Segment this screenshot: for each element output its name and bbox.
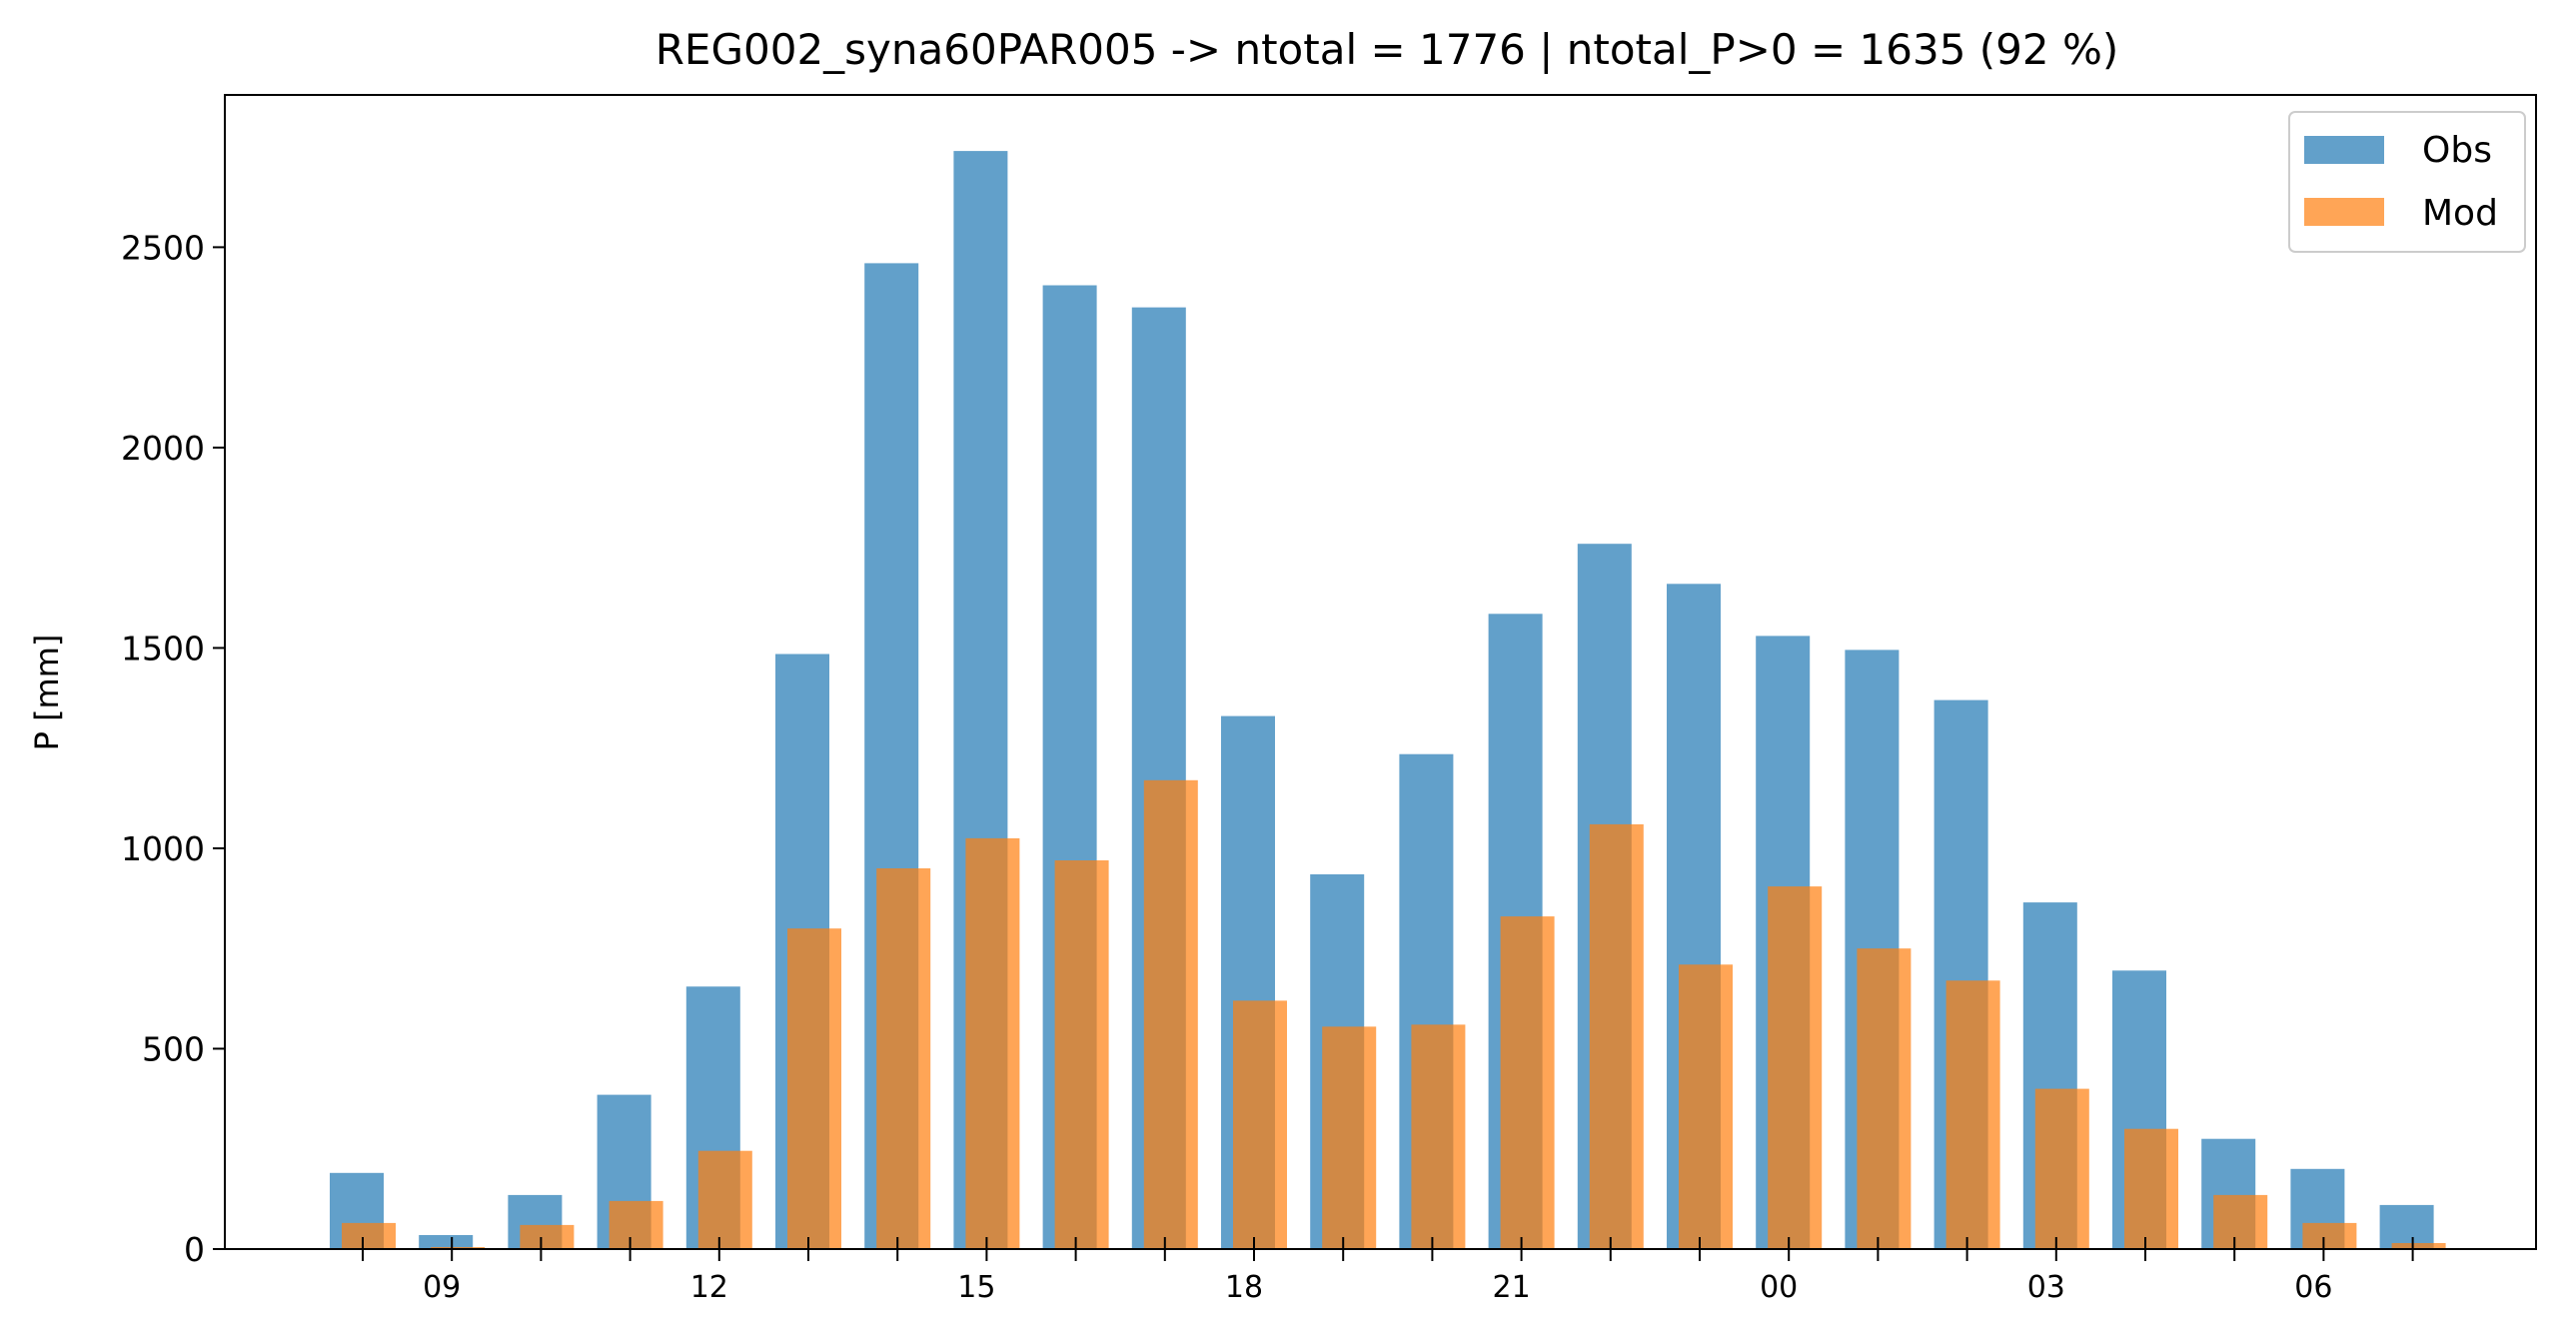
mod-bar-20 (1411, 1024, 1466, 1249)
mod-bar-11 (609, 1200, 663, 1249)
mod-bar-06 (2302, 1222, 2357, 1249)
mod-bar-00 (1768, 886, 1823, 1249)
y-axis-label: P [mm] (28, 635, 66, 751)
legend-swatch-obs (2304, 136, 2384, 164)
mod-bar-16 (1054, 860, 1109, 1249)
legend-label-obs: Obs (2422, 130, 2492, 171)
x-tick-label-12: 12 (690, 1270, 728, 1305)
x-tick-label-18: 18 (1225, 1270, 1263, 1305)
x-axis: 09 12 15 18 21 00 03 06 (362, 1237, 2414, 1305)
legend-swatch-mod (2304, 198, 2384, 226)
mod-bar-10 (520, 1224, 575, 1249)
mod-bar-22 (1589, 823, 1644, 1249)
y-tick-label-2500: 2500 (121, 228, 205, 267)
mod-bar-04 (2124, 1128, 2178, 1249)
mod-bar-02 (1945, 980, 2000, 1249)
mod-bar-12 (697, 1150, 752, 1249)
y-tick-label-0: 0 (184, 1230, 205, 1269)
mod-bar-13 (787, 928, 841, 1249)
obs-bar-07 (2379, 1204, 2434, 1249)
x-tick-label-09: 09 (423, 1270, 461, 1305)
mod-bar-05 (2213, 1194, 2268, 1249)
legend-label-mod: Mod (2422, 193, 2498, 234)
x-tick-label-06: 06 (2294, 1270, 2332, 1305)
y-tick-label-1500: 1500 (121, 629, 205, 668)
y-axis: 0 500 1000 1500 2000 2500 (121, 228, 225, 1269)
mod-bar-08 (342, 1222, 396, 1249)
mod-bar-14 (876, 868, 931, 1249)
mod-bar-15 (965, 837, 1020, 1249)
mod-bar-21 (1500, 916, 1555, 1249)
x-tick-label-21: 21 (1493, 1270, 1531, 1305)
chart-title: REG002_syna60PAR005 -> ntotal = 1776 | n… (655, 25, 2119, 74)
mod-bar-01 (1857, 948, 1912, 1249)
mod-bar-07 (2391, 1243, 2446, 1249)
y-tick-label-1000: 1000 (121, 829, 205, 868)
x-tick-label-03: 03 (2027, 1270, 2065, 1305)
mod-bar-03 (2034, 1088, 2089, 1249)
obs-bar-09 (419, 1235, 474, 1249)
x-tick-label-15: 15 (957, 1270, 995, 1305)
mod-bar-19 (1322, 1026, 1377, 1249)
mod-bar-23 (1679, 964, 1733, 1249)
legend: Obs Mod (2288, 111, 2526, 253)
y-tick-label-2000: 2000 (121, 429, 205, 468)
obs-series-bars (330, 151, 2434, 1250)
x-tick-label-00: 00 (1760, 1270, 1798, 1305)
plot-frame (224, 94, 2537, 1250)
mod-bar-17 (1143, 779, 1198, 1249)
mod-bar-18 (1233, 1000, 1287, 1249)
y-tick-label-500: 500 (142, 1029, 205, 1068)
mod-series-bars (342, 779, 2446, 1249)
